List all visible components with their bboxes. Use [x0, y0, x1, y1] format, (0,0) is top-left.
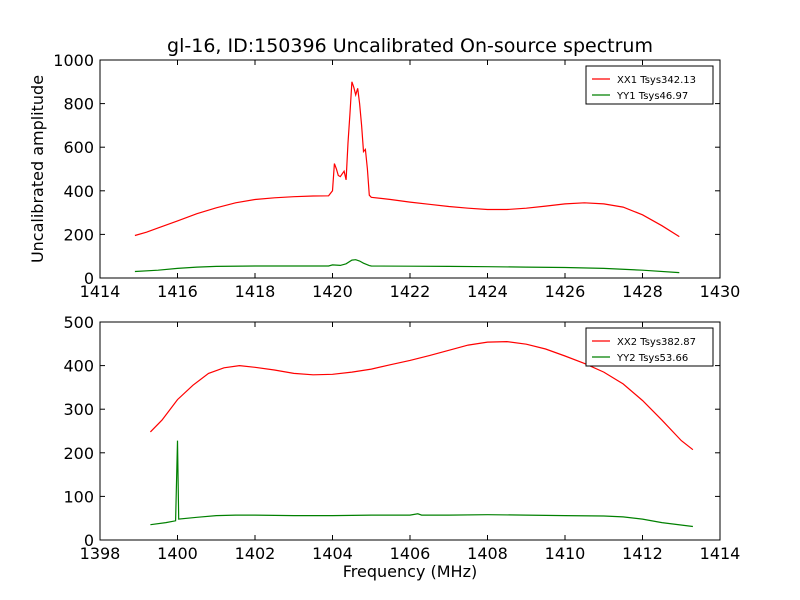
- y-tick-label: 600: [63, 138, 94, 157]
- legend-box: [585, 65, 714, 105]
- y-tick-label: 400: [63, 357, 94, 376]
- x-tick-label: 1428: [622, 282, 663, 301]
- y-tick-label: 800: [63, 95, 94, 114]
- y-tick-label: 0: [84, 269, 94, 288]
- y-tick-label: 100: [63, 487, 94, 506]
- top-plot: 1414 1416 1418 1420 1422 1424 1426 1428 1430 0 200…: [53, 51, 740, 301]
- legend: XX1 Tsys342.13 YY1 Tsys46.97: [585, 65, 714, 105]
- x-tick-label: 1408: [467, 544, 508, 563]
- y-tick-label: 1000: [53, 51, 94, 70]
- x-tick-label: 1406: [390, 544, 431, 563]
- y-tick-label: 400: [63, 182, 94, 201]
- x-tick-label: 1418: [235, 282, 276, 301]
- y-tick-label: 300: [63, 400, 94, 419]
- x-tick-label: 1420: [312, 282, 353, 301]
- x-tick-label: 1410: [545, 544, 586, 563]
- legend: XX2 Tsys382.87 YY2 Tsys53.66: [585, 327, 714, 367]
- y-tick-label: 200: [63, 225, 94, 244]
- y-axis-label: Uncalibrated amplitude: [28, 75, 47, 263]
- series-line-xx1: [134, 81, 680, 238]
- x-tick-label: 1404: [312, 544, 353, 563]
- legend-label: XX2 Tsys382.87: [617, 337, 696, 348]
- x-tick-label: 1430: [700, 282, 741, 301]
- x-tick-label: 1412: [622, 544, 663, 563]
- x-tick-label: 1416: [157, 282, 198, 301]
- legend-box: [585, 327, 714, 367]
- y-tick-label: 500: [63, 313, 94, 332]
- series-line-yy1: [134, 259, 680, 274]
- x-tick-label: 1398: [80, 544, 121, 563]
- chart-title: gl-16, ID:150396 Uncalibrated On-source …: [167, 35, 653, 57]
- series-line-yy2: [150, 440, 693, 528]
- legend-label: XX1 Tsys342.13: [617, 75, 696, 86]
- x-axis-label: Frequency (MHz): [343, 562, 477, 581]
- series-line-xx2: [149, 340, 694, 451]
- bottom-plot: 1398 1400 1402 1404 1406 1408 1410 1412 1414 0 100…: [63, 313, 740, 563]
- legend-label: YY2 Tsys53.66: [616, 353, 688, 364]
- x-tick-label: 1426: [545, 282, 586, 301]
- x-tick-label: 1402: [235, 544, 276, 563]
- x-tick-label: 1422: [390, 282, 431, 301]
- x-tick-label: 1400: [157, 544, 198, 563]
- y-tick-label: 0: [84, 531, 94, 550]
- x-tick-label: 1414: [80, 282, 121, 301]
- x-tick-label: 1414: [700, 544, 741, 563]
- legend-label: YY1 Tsys46.97: [616, 91, 688, 102]
- y-tick-label: 200: [63, 444, 94, 463]
- x-tick-label: 1424: [467, 282, 508, 301]
